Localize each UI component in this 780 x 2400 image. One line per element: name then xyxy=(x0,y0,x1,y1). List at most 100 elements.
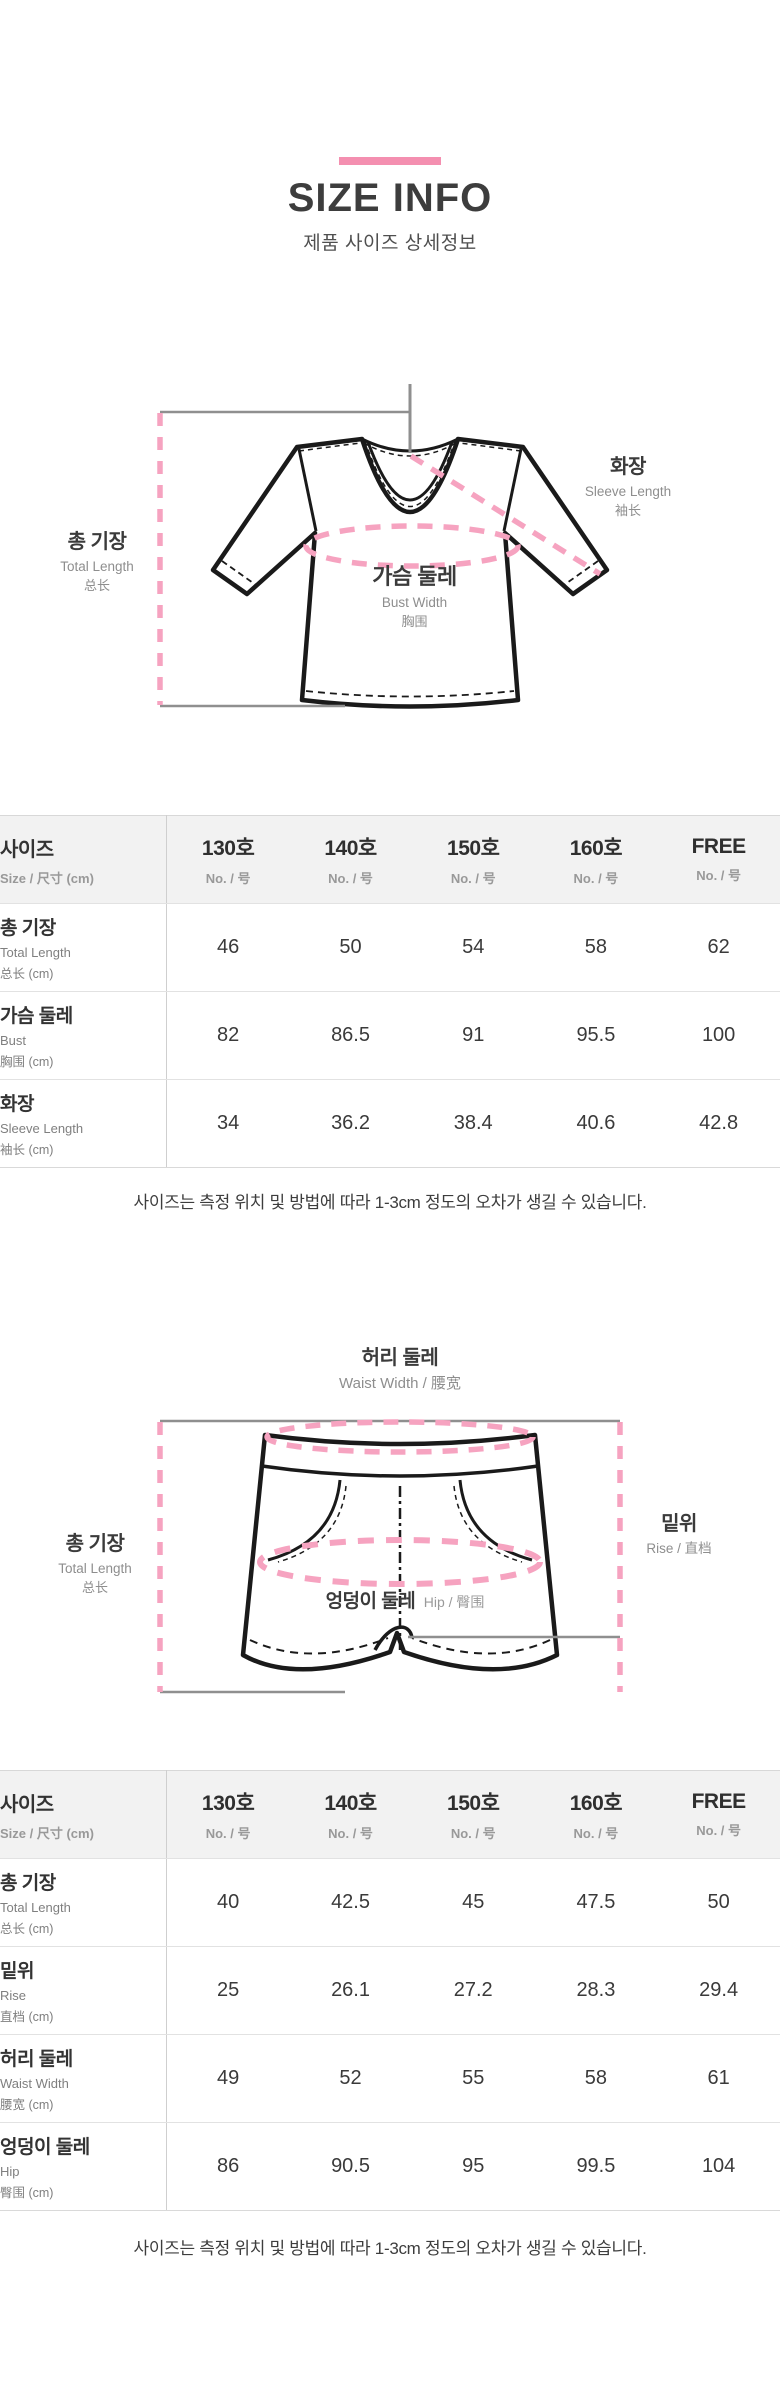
measurement-label-cn: 总长 (cm) xyxy=(0,967,54,981)
measurement-value: 104 xyxy=(657,2122,780,2211)
size-column-header-4: FREE No. / 号 xyxy=(657,815,780,904)
tshirt-diagram xyxy=(157,384,610,709)
measurement-label-cn: 腰宽 (cm) xyxy=(0,2098,54,2112)
shoulder-stitch xyxy=(298,442,522,452)
measurement-value: 34 xyxy=(166,1079,290,1168)
measurement-row: 화장 Sleeve Length 袖长 (cm) 34 36.2 38.4 40.6 42.8 xyxy=(0,1079,780,1168)
measurement-row-label: 밑위 Rise 直档 (cm) xyxy=(0,1946,167,2035)
measurement-row: 총 기장 Total Length 总长 (cm) 46 50 54 58 62 xyxy=(0,903,780,992)
tee-total-length-ko: 총 기장 xyxy=(67,531,127,553)
shorts-rise-label: 밑위 Rise / 直档 xyxy=(613,1513,745,1557)
size-column-label: 140호 xyxy=(324,1792,377,1815)
size-header-cell: 사이즈 Size / 尺寸 (cm) xyxy=(0,1770,167,1859)
waistband-line xyxy=(261,1464,539,1478)
collar-stitch xyxy=(364,440,456,507)
tee-total-length-label: 총 기장 Total Length 总长 xyxy=(30,531,164,593)
size-tolerance-note-2: 사이즈는 측정 위치 및 방법에 따라 1-3cm 정도의 오차가 생길 수 있… xyxy=(133,2239,647,2258)
measurement-label-cn: 总长 (cm) xyxy=(0,1922,54,1936)
measurement-label-ko: 허리 둘레 xyxy=(0,2049,73,2070)
size-column-label: 130호 xyxy=(201,837,255,860)
tee-sleeve-length-ko: 화장 xyxy=(610,456,646,478)
hip-dash-ellipse xyxy=(257,1537,543,1587)
measurement-value: 28.3 xyxy=(534,1946,658,2035)
size-column-label: 160호 xyxy=(569,837,623,860)
sleeve-seams xyxy=(297,448,523,532)
size-column-label: 130호 xyxy=(201,1792,255,1815)
page-title: SIZE INFO xyxy=(287,176,493,220)
size-column-header-2: 150호 No. / 号 xyxy=(411,1770,535,1859)
measurement-value: 46 xyxy=(166,903,290,992)
measurement-row-label: 엉덩이 둘레 Hip 臀围 (cm) xyxy=(0,2122,167,2211)
shorts-total-length-label: 총 기장 Total Length 总长 xyxy=(28,1533,162,1595)
measurement-value: 47.5 xyxy=(534,1858,658,1947)
waist-dash-ellipse xyxy=(264,1419,536,1455)
size-column-label: 150호 xyxy=(447,1792,500,1815)
shorts-rise-ko: 밑위 xyxy=(661,1513,697,1535)
size-column-header-1: 140호 No. / 号 xyxy=(289,815,412,904)
measurement-value: 40.6 xyxy=(534,1079,658,1168)
size-column-sub: No. / 号 xyxy=(573,871,619,886)
measurement-row-label: 허리 둘레 Waist Width 腰宽 (cm) xyxy=(0,2034,167,2123)
hem-stitch xyxy=(305,690,515,698)
measurement-value: 40 xyxy=(166,1858,290,1947)
measurement-row-label: 화장 Sleeve Length 袖长 (cm) xyxy=(0,1079,167,1168)
cuff-stitches xyxy=(221,560,599,586)
size-column-header-4: FREE No. / 号 xyxy=(657,1770,780,1859)
size-header-ko: 사이즈 xyxy=(0,1793,54,1816)
measurement-value: 50 xyxy=(289,903,412,992)
size-column-sub: No. / 号 xyxy=(573,1826,619,1841)
size-column-label: 160호 xyxy=(569,1792,623,1815)
measurement-value: 95.5 xyxy=(534,991,658,1080)
tee-bust-cn: 胸围 xyxy=(401,614,428,630)
measurement-value: 42.5 xyxy=(289,1858,412,1947)
size-column-sub: No. / 号 xyxy=(696,868,742,883)
measurement-label-ko: 밑위 xyxy=(0,1961,34,1982)
size-header-cell: 사이즈 Size / 尺寸 (cm) xyxy=(0,815,167,904)
size-column-label: FREE xyxy=(691,1790,747,1813)
measurement-value: 50 xyxy=(657,1858,780,1947)
size-column-sub: No. / 号 xyxy=(450,1826,496,1841)
bust-dash-ellipse xyxy=(303,523,521,569)
tee-bust-en: Bust Width xyxy=(381,595,448,611)
measurement-value: 45 xyxy=(411,1858,535,1947)
measurement-value: 99.5 xyxy=(534,2122,658,2211)
back-neck-stitch xyxy=(363,442,457,457)
shorts-total-length-en: Total Length xyxy=(58,1561,132,1576)
measurement-value: 82 xyxy=(166,991,290,1080)
size-column-label: 150호 xyxy=(447,837,500,860)
measurement-label-ko: 엉덩이 둘레 xyxy=(0,2137,90,2158)
measurement-value: 61 xyxy=(657,2034,780,2123)
pocket-stitches xyxy=(277,1485,523,1563)
measurement-row-label: 총 기장 Total Length 总长 (cm) xyxy=(0,903,167,992)
tee-total-length-en: Total Length xyxy=(60,559,134,574)
measurement-row-label: 총 기장 Total Length 总长 (cm) xyxy=(0,1858,167,1947)
measurement-label-ko: 화장 xyxy=(0,1094,34,1115)
measurement-value: 86 xyxy=(166,2122,290,2211)
size-column-header-0: 130호 No. / 号 xyxy=(166,1770,290,1859)
size-column-sub: No. / 号 xyxy=(328,871,373,886)
measurement-label-ko: 총 기장 xyxy=(0,1873,56,1894)
size-column-label: 140호 xyxy=(324,837,377,860)
measurement-row: 허리 둘레 Waist Width 腰宽 (cm) 49 52 55 58 61 xyxy=(0,2034,780,2123)
tee-bust-label: 가슴 둘레 Bust Width 胸围 xyxy=(327,564,502,630)
shorts-rise-en-cn: Rise / 直档 xyxy=(646,1541,712,1556)
shorts-total-length-cn: 总长 xyxy=(81,1579,108,1595)
measurement-row: 가슴 둘레 Bust 胸围 (cm) 82 86.5 91 95.5 100 xyxy=(0,991,780,1080)
leg-hem-stitches xyxy=(249,1637,551,1655)
measurement-value: 95 xyxy=(411,2122,535,2211)
crotch-curl xyxy=(373,1625,414,1651)
measurement-value: 86.5 xyxy=(289,991,412,1080)
measurement-label-cn: 直档 (cm) xyxy=(0,2010,54,2024)
measurement-value: 38.4 xyxy=(411,1079,535,1168)
page-subtitle: 제품 사이즈 상세정보 xyxy=(303,233,477,254)
sleeve-length-dash-line xyxy=(409,453,602,577)
measurement-value: 26.1 xyxy=(289,1946,412,2035)
measurement-value: 27.2 xyxy=(411,1946,535,2035)
measurement-value: 36.2 xyxy=(289,1079,412,1168)
tee-sleeve-length-label: 화장 Sleeve Length 袖长 xyxy=(558,456,698,518)
size-column-header-2: 150호 No. / 号 xyxy=(411,815,535,904)
tee-bust-ko: 가슴 둘레 xyxy=(372,564,457,589)
tee-total-length-cn: 总长 xyxy=(83,577,110,593)
